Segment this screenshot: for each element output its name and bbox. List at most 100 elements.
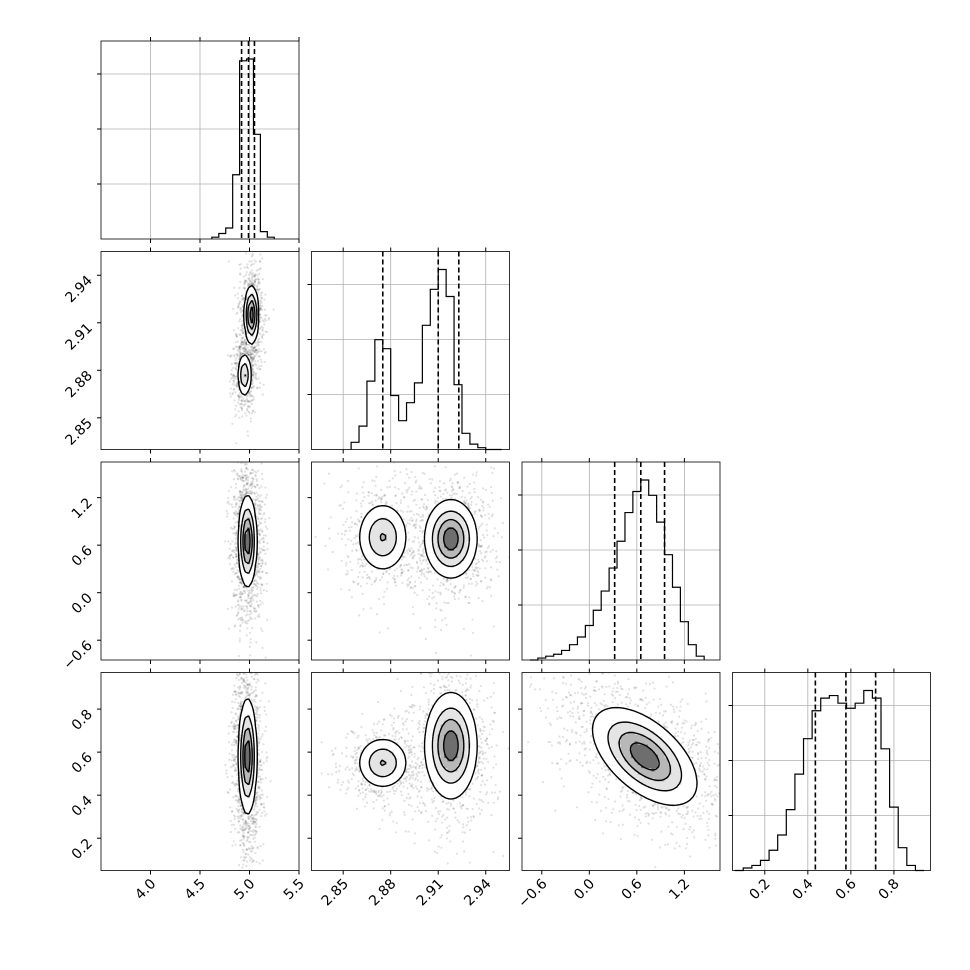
scatter-point — [244, 348, 248, 351]
density-cell — [454, 520, 458, 525]
density-cell — [470, 544, 475, 548]
density-cell — [433, 514, 438, 518]
scatter-point — [234, 605, 237, 608]
scatter-point — [236, 297, 240, 300]
scatter-point — [399, 563, 402, 567]
scatter-point — [479, 545, 482, 548]
scatter-point — [368, 502, 371, 505]
density-cell — [240, 373, 245, 378]
scatter-point — [487, 503, 490, 506]
scatter-point — [468, 491, 471, 495]
density-cell — [383, 547, 388, 552]
scatter-point — [242, 479, 245, 482]
scatter-point — [394, 494, 398, 497]
density-cell — [400, 540, 405, 545]
density-cell — [447, 524, 452, 528]
scatter-point — [489, 485, 493, 489]
scatter-point — [421, 549, 424, 552]
scatter-point — [261, 570, 264, 573]
scatter-point — [251, 359, 254, 362]
scatter-point — [419, 515, 423, 519]
scatter-point — [238, 347, 241, 350]
scatter-point — [266, 548, 269, 551]
scatter-point — [479, 514, 483, 517]
density-cell — [246, 557, 251, 562]
scatter-point — [227, 500, 230, 503]
scatter-point — [403, 555, 406, 559]
scatter-point — [239, 351, 242, 354]
scatter-point — [240, 496, 243, 499]
scatter-point — [254, 360, 257, 363]
density-cell — [433, 547, 438, 552]
scatter-point — [417, 548, 420, 551]
density-cell — [430, 524, 435, 528]
density-cell — [246, 577, 251, 582]
histogram-step-line — [734, 689, 925, 872]
scatter-point — [239, 345, 242, 348]
scatter-point — [436, 578, 439, 581]
density-cell — [444, 524, 448, 528]
scatter-point — [244, 620, 247, 623]
scatter-point — [393, 577, 397, 581]
scatter-point — [360, 555, 363, 558]
scatter-point — [402, 555, 405, 559]
scatter-point — [237, 398, 241, 401]
scatter-point — [234, 546, 237, 549]
scatter-point — [250, 348, 253, 351]
scatter-point — [449, 477, 452, 480]
density-cell — [366, 550, 371, 555]
scatter-point — [233, 588, 236, 591]
scatter-point — [478, 508, 481, 511]
density-cell — [246, 497, 251, 501]
scatter-point — [246, 491, 249, 494]
density-cell — [240, 377, 245, 382]
scatter-point — [475, 567, 478, 570]
density-cell — [250, 527, 255, 532]
scatter-point — [440, 609, 443, 612]
scatter-point — [238, 355, 242, 358]
scatter-point — [264, 319, 267, 322]
scatter-point — [239, 591, 242, 594]
scatter-point — [467, 505, 470, 508]
scatter-point — [358, 557, 361, 560]
scatter-point — [246, 404, 250, 408]
density-cell — [243, 503, 248, 508]
scatter-point — [253, 582, 256, 586]
scatter-point — [232, 374, 236, 377]
scatter-point — [248, 654, 252, 657]
density-cell — [433, 507, 438, 512]
hist-background — [311, 251, 510, 450]
scatter-point — [257, 553, 260, 556]
scatter-point — [248, 395, 251, 398]
density-cell — [387, 514, 391, 518]
scatter-point — [379, 488, 383, 491]
scatter-point — [458, 591, 461, 594]
scatter-point — [253, 491, 256, 495]
scatter-point — [258, 386, 261, 389]
scatter-point — [246, 284, 249, 287]
scatter-point — [260, 360, 263, 364]
density-cell — [363, 550, 368, 555]
scatter-point — [240, 491, 243, 494]
scatter-point — [232, 347, 235, 350]
scatter-point — [425, 571, 428, 574]
scatter-point — [410, 552, 413, 555]
scatter-point — [232, 373, 235, 377]
scatter-point — [257, 360, 260, 363]
scatter-point — [239, 280, 242, 283]
scatter-point — [247, 399, 250, 402]
scatter-point — [419, 543, 422, 546]
scatter-point — [481, 533, 485, 537]
scatter-point — [259, 592, 263, 595]
scatter-point — [417, 565, 420, 569]
scatter-point — [228, 554, 231, 557]
scatter-point — [431, 591, 434, 595]
scatter-point — [477, 558, 480, 561]
density-cell — [440, 554, 445, 559]
scatter-point — [245, 492, 248, 495]
density-cell — [370, 544, 374, 548]
scatter-point — [476, 569, 479, 572]
density-cell — [240, 544, 245, 548]
scatter-point — [259, 307, 262, 310]
scatter-point — [475, 573, 478, 577]
